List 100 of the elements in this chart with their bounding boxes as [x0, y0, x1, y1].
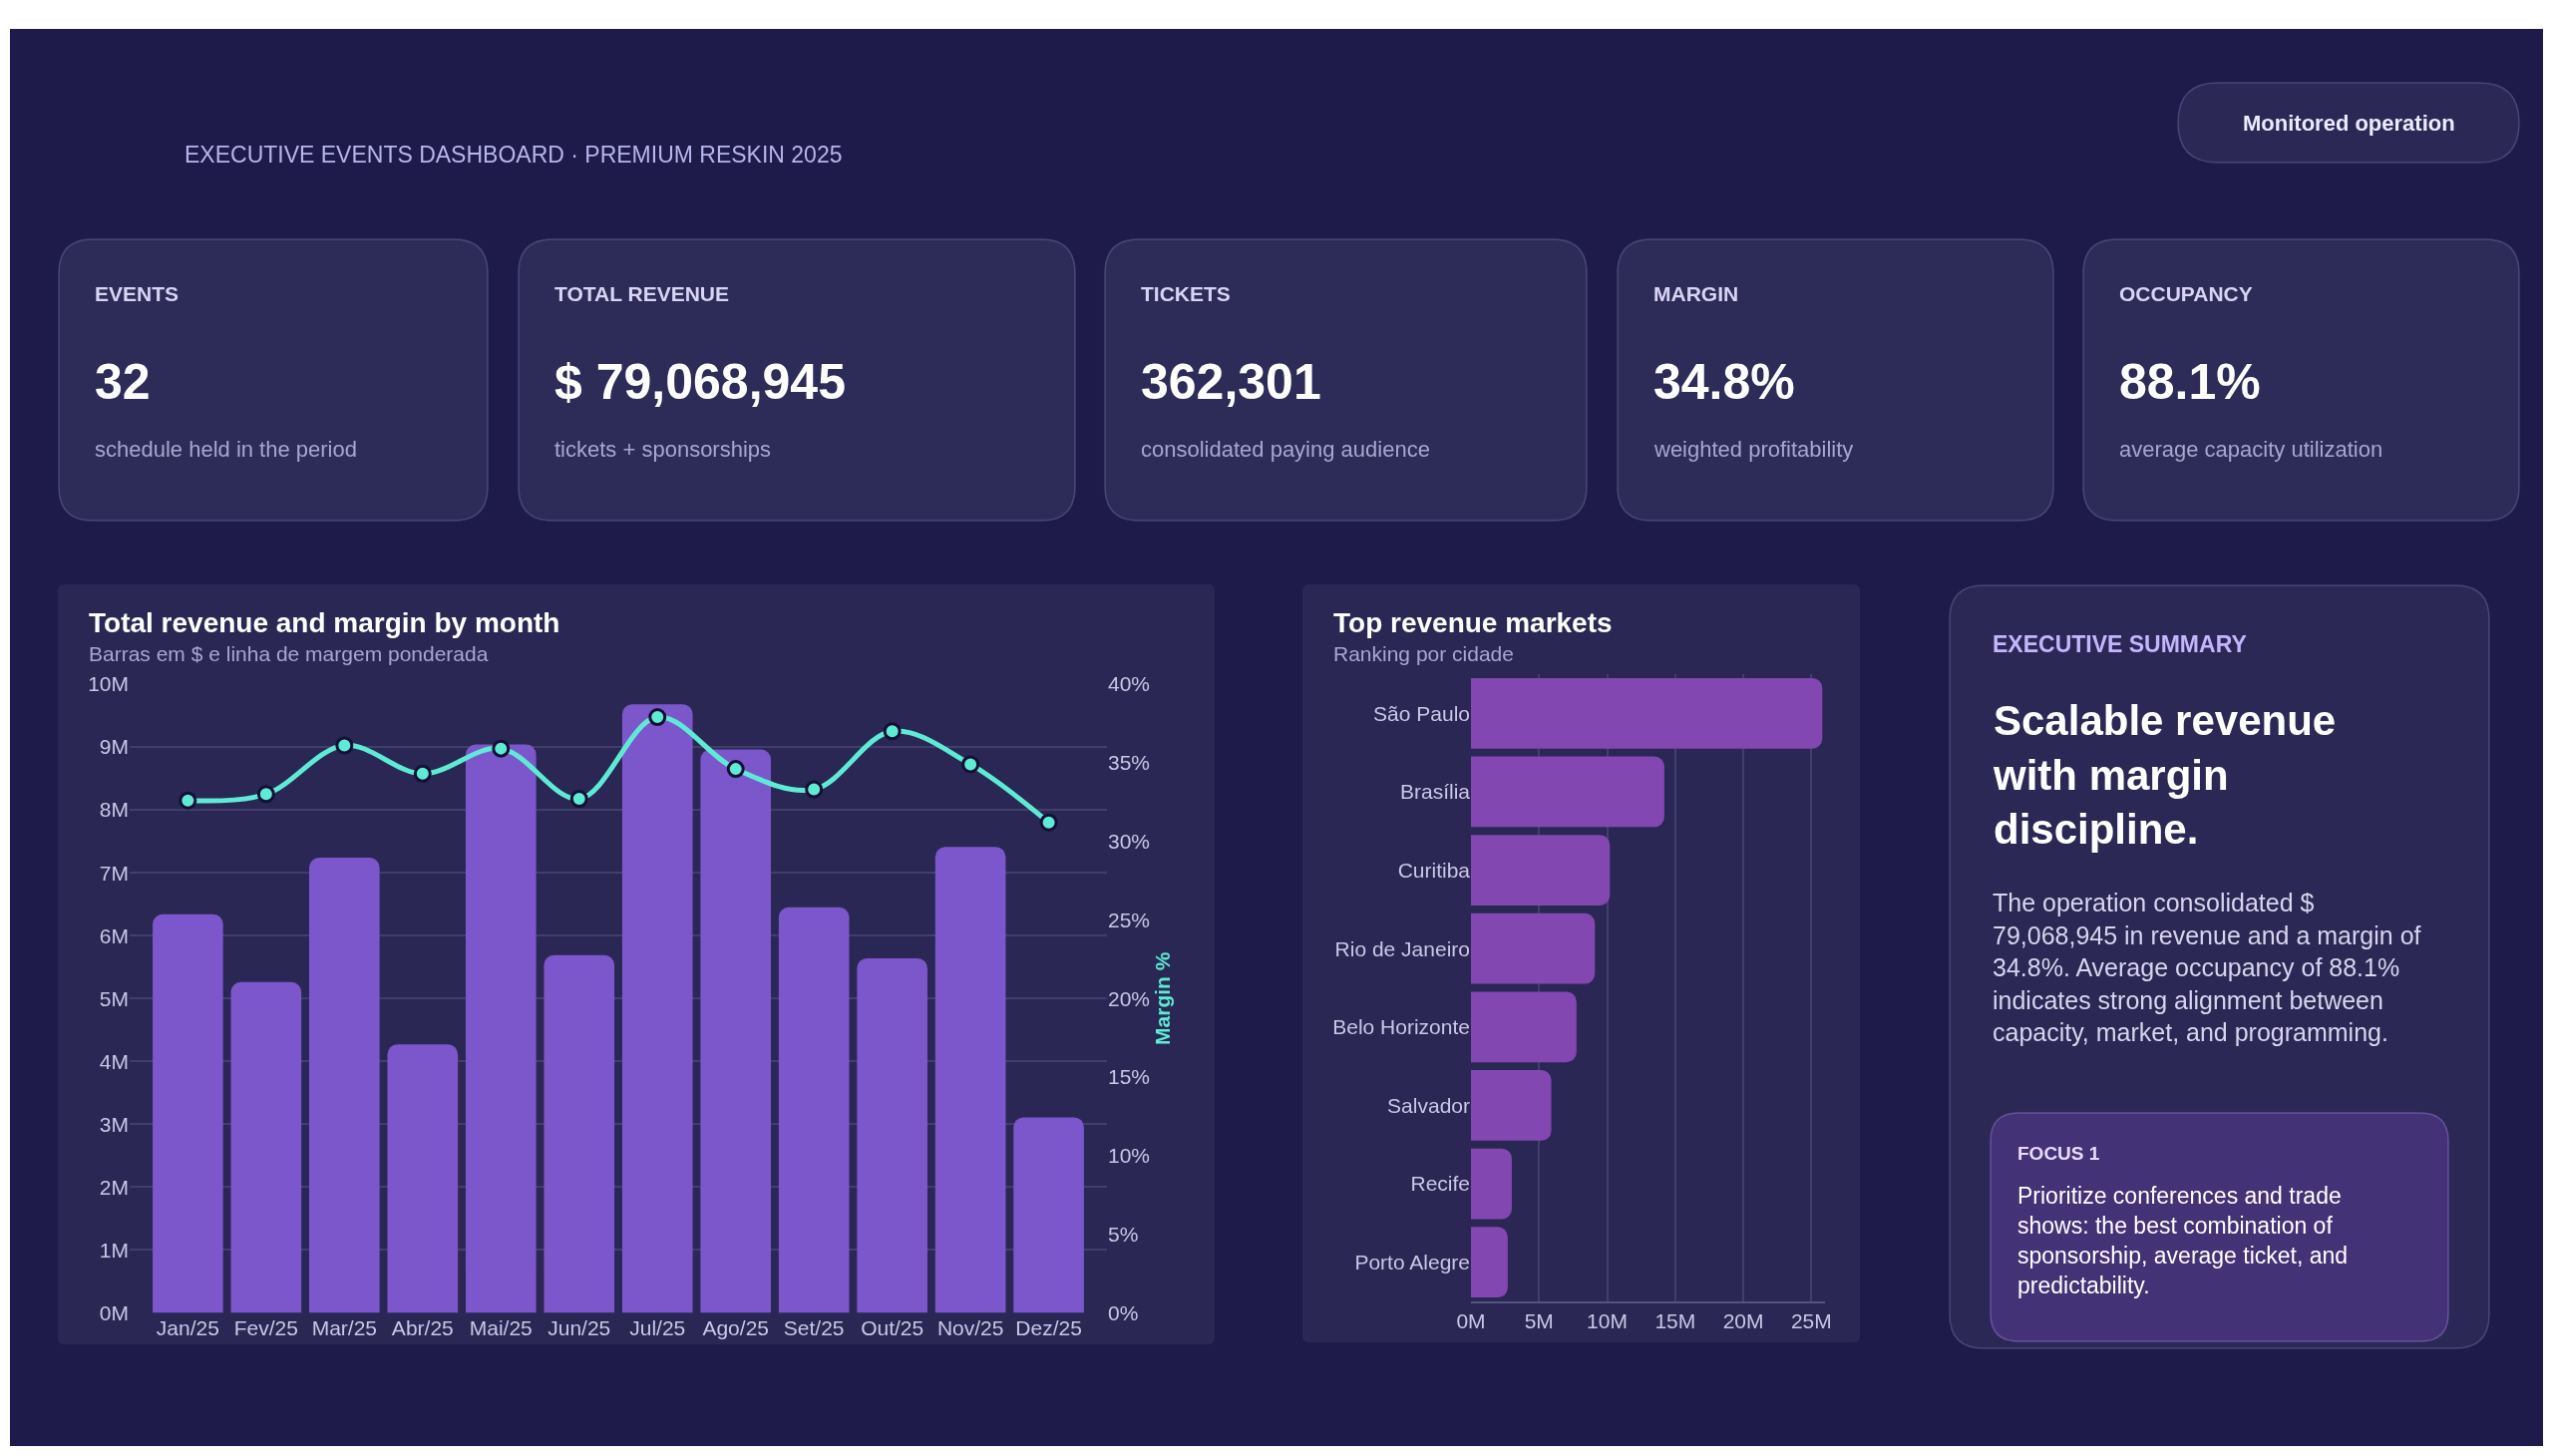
y-tick-label: 2M: [99, 1175, 129, 1199]
bar: [1013, 1117, 1084, 1313]
bar: [153, 913, 223, 1313]
y2-tick-label: 5%: [1108, 1223, 1139, 1247]
bar: [1471, 835, 1611, 906]
bar: [309, 858, 380, 1313]
y2-tick-label: 20%: [1108, 986, 1151, 1010]
x-tick-label: 25M: [1790, 1308, 1832, 1332]
bar: [1471, 1227, 1508, 1298]
y-tick-label: Recife: [1410, 1172, 1470, 1196]
point: [492, 739, 511, 758]
x-tick-label: Nov/25: [936, 1315, 1004, 1339]
y-tick-label: 4M: [99, 1049, 129, 1073]
bar: [857, 957, 927, 1313]
x-tick-label: Dez/25: [1015, 1315, 1082, 1339]
point: [726, 760, 745, 779]
bar: [230, 981, 302, 1313]
point: [569, 790, 588, 809]
text: Monitored operation: [2243, 111, 2455, 136]
text: TICKETS: [1141, 282, 1231, 305]
text: OCCUPANCY: [2119, 282, 2253, 305]
x-tick-label: Out/25: [861, 1315, 924, 1339]
bar: [1471, 677, 1823, 749]
chart-title: Top revenue markets: [1333, 607, 1613, 638]
bar: [621, 704, 693, 1313]
text: weighted profitability: [1653, 437, 1854, 462]
point: [256, 785, 275, 804]
text: EVENTS: [95, 282, 180, 305]
bar: [1471, 912, 1596, 984]
y2-axis-title: Margin %: [1151, 951, 1175, 1045]
x-tick-label: Jul/25: [629, 1315, 686, 1339]
y-tick-label: 7M: [99, 861, 129, 885]
y2-tick-label: 10%: [1108, 1144, 1151, 1168]
point: [648, 708, 667, 727]
x-tick-label: 20M: [1722, 1308, 1764, 1332]
point: [961, 755, 980, 774]
y-tick-label: Salvador: [1387, 1093, 1470, 1117]
point: [805, 780, 824, 799]
text: MARGIN: [1653, 282, 1739, 305]
chart-subtitle: Barras em $ e linha de margem ponderada: [89, 642, 489, 665]
point: [335, 736, 354, 755]
y-tick-label: 5M: [99, 986, 129, 1010]
text: consolidated paying audience: [1141, 437, 1430, 462]
y-tick-label: Rio de Janeiro: [1334, 936, 1470, 960]
bar: [700, 749, 772, 1313]
x-tick-label: Mar/25: [311, 1315, 378, 1339]
y-tick-label: 10M: [88, 672, 129, 696]
point: [883, 722, 902, 741]
text: tickets + sponsorships: [554, 437, 772, 462]
x-tick-label: 5M: [1524, 1308, 1554, 1332]
text: EXECUTIVE EVENTS DASHBOARD · PREMIUM RESKIN 2025: [184, 142, 843, 168]
y-tick-label: São Paulo: [1373, 701, 1470, 725]
y2-tick-label: 35%: [1108, 751, 1151, 775]
y2-tick-label: 25%: [1108, 908, 1151, 931]
y-tick-label: 6M: [99, 923, 129, 947]
bar: [387, 1044, 459, 1313]
bar: [934, 847, 1006, 1313]
text: 362,301: [1141, 354, 1321, 410]
y-tick-label: Brasília: [1399, 780, 1471, 804]
y2-tick-label: 40%: [1108, 672, 1151, 696]
x-tick-label: 0M: [1456, 1308, 1486, 1332]
point: [179, 791, 197, 810]
x-tick-label: Set/25: [783, 1315, 845, 1339]
y-tick-label: Porto Alegre: [1354, 1251, 1470, 1274]
bar: [544, 954, 615, 1313]
x-tick-label: Mai/25: [469, 1315, 533, 1339]
x-tick-label: Fev/25: [233, 1315, 298, 1339]
point: [413, 764, 432, 783]
y2-tick-label: 15%: [1108, 1065, 1151, 1089]
chart-title: Total revenue and margin by month: [89, 607, 560, 638]
text: Scalable revenue with margin discipline.: [1993, 697, 2337, 854]
bar: [1471, 1070, 1552, 1141]
x-tick-label: Jan/25: [156, 1315, 219, 1339]
bar: [1471, 991, 1577, 1063]
y-tick-label: 8M: [99, 798, 129, 822]
text: 34.8%: [1653, 354, 1795, 410]
y2-tick-label: 0%: [1108, 1300, 1139, 1324]
x-tick-label: Ago/25: [702, 1315, 769, 1339]
text: TOTAL REVENUE: [554, 282, 730, 305]
bar: [778, 907, 850, 1313]
bar: [1471, 756, 1664, 828]
bar: [465, 744, 537, 1313]
x-tick-label: 10M: [1587, 1308, 1628, 1332]
x-tick-label: 15M: [1654, 1308, 1696, 1332]
text: Prioritize conferences and trade shows: the best combination of sponsorship, average ticket, and predictability.: [2017, 1183, 2349, 1298]
y-tick-label: 9M: [99, 735, 129, 759]
text: $ 79,068,945: [554, 354, 846, 410]
y-tick-label: Curitiba: [1397, 858, 1471, 882]
text: 88.1%: [2119, 354, 2261, 410]
y-tick-label: 3M: [99, 1112, 129, 1136]
y-tick-label: 1M: [99, 1238, 129, 1262]
x-tick-label: Jun/25: [547, 1315, 611, 1339]
x-tick-label: Abr/25: [391, 1315, 454, 1339]
y2-tick-label: 30%: [1108, 829, 1151, 853]
text: 32: [95, 354, 151, 410]
text: EXECUTIVE SUMMARY: [1993, 631, 2247, 657]
text: The operation consolidated $ 79,068,945 in revenue and a margin of 34.8%. Average occupancy of 88.1% indicates strong alignment between capacity, market, and programming.: [1993, 889, 2421, 1046]
text: average capacity utilization: [2119, 437, 2383, 462]
text: schedule held in the period: [95, 437, 357, 462]
text: FOCUS 1: [2017, 1143, 2100, 1164]
